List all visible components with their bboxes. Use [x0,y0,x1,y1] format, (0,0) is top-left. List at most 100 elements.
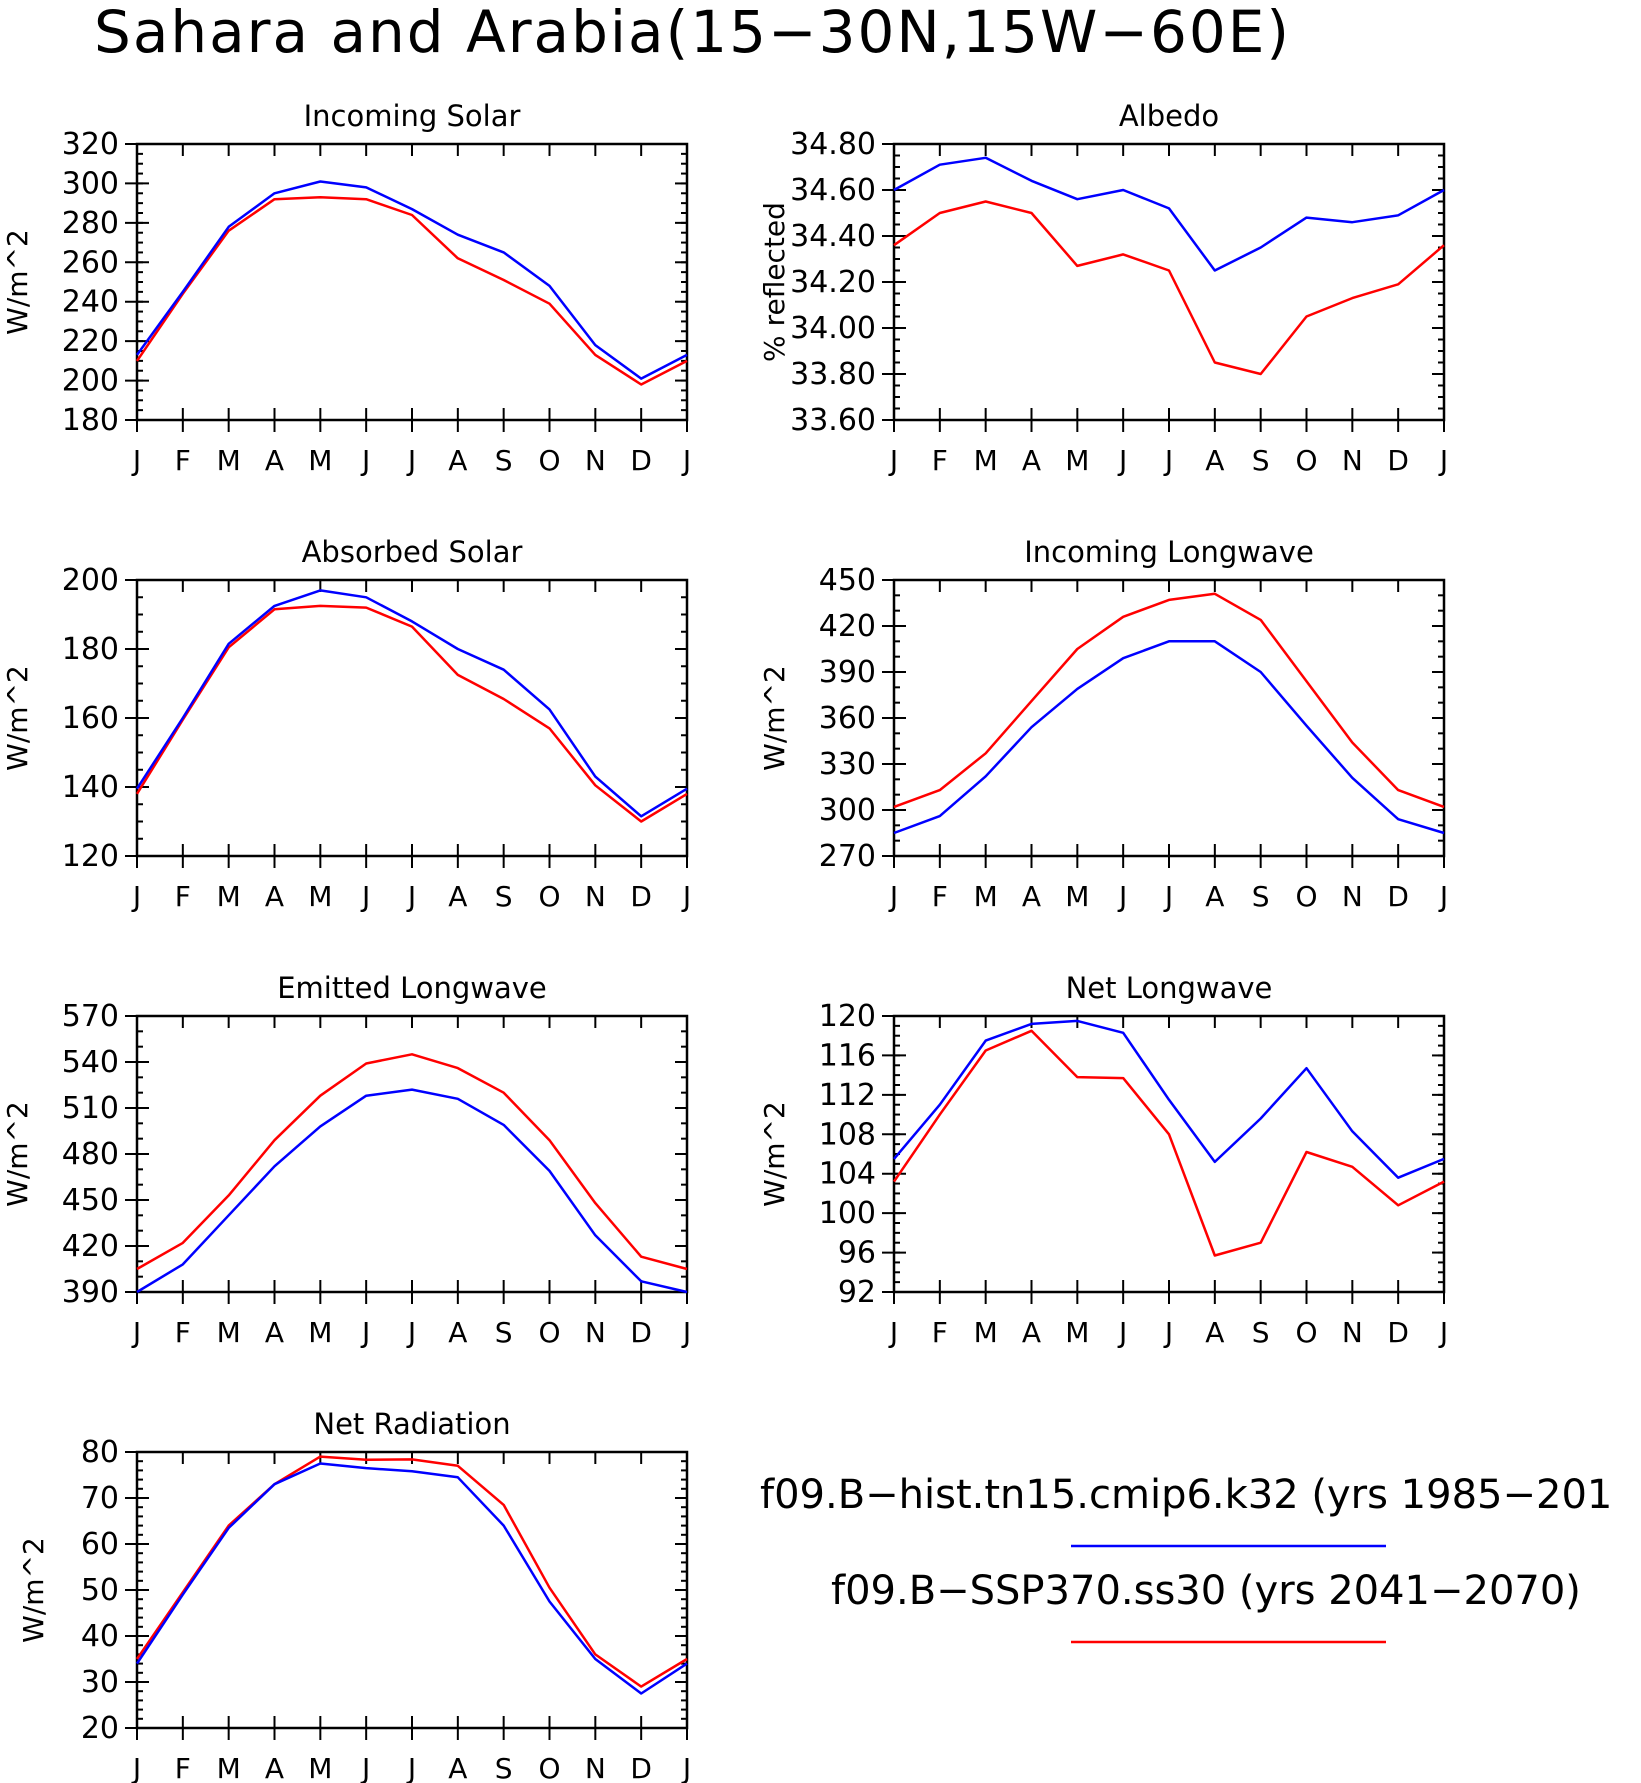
y-tick-label: 270 [819,839,876,874]
series-line-ssp370 [135,195,688,386]
x-tick-label: M [974,444,998,477]
y-tick-label: 510 [62,1091,119,1126]
y-axis-label: W/m^2 [17,1537,50,1643]
plot-frame [892,1014,1446,1294]
y-tick-label: 30 [81,1665,119,1700]
x-tick-label: M [308,880,332,913]
x-tick-label: A [1022,1316,1041,1349]
x-tick-label: J [681,1316,691,1349]
y-tick-label: 120 [62,839,119,874]
series-line-ssp370 [892,1029,1445,1257]
x-tick-label: A [448,444,467,477]
y-tick-label: 420 [62,1229,119,1264]
y-axis-label: W/m^2 [1,229,34,335]
y-tick-label: 200 [62,364,119,399]
y-tick-label: 34.00 [790,311,876,346]
y-tick-label: 220 [62,324,119,359]
x-tick-label: O [538,1752,560,1783]
x-tick-label: S [1252,880,1270,913]
y-tick-label: 360 [819,701,876,736]
series-line-historical [136,1088,688,1294]
x-tick-label: J [131,880,141,913]
series-line-historical [135,180,688,380]
chart-title: Incoming Longwave [1024,535,1314,569]
x-tick-label: F [932,1316,948,1349]
plot-frame [135,1450,689,1730]
y-tick-label: 420 [819,609,876,644]
y-tick-label: 390 [819,655,876,690]
chart-panel-5: J F M A M J J A S O N D J390420450480510540570Emitte… [1,971,691,1349]
x-tick-label: J [681,444,691,477]
x-tick-label: A [448,1752,467,1783]
plot-frame [892,578,1446,858]
x-tick-label: J [888,1316,898,1349]
y-tick-label: 34.20 [790,265,876,300]
chart-panel-1: J F M A M J J A S O N D J180200220240260280300320Inc… [1,99,691,477]
x-tick-label: A [1205,880,1224,913]
x-tick-label: M [308,444,332,477]
x-tick-label: J [681,880,691,913]
y-tick-label: 96 [838,1236,876,1271]
x-tick-label: A [265,1752,284,1783]
y-tick-label: 300 [819,793,876,828]
x-tick-label: J [406,880,416,913]
series-line-ssp370 [136,1053,688,1271]
y-tick-label: 80 [81,1435,119,1470]
legend: f09.B−hist.tn15.cmip6.k32 (yrs 1985−201 … [760,1472,1612,1644]
y-tick-label: 34.80 [790,127,876,162]
y-tick-label: 450 [62,1183,119,1218]
x-tick-label: D [630,880,652,913]
x-tick-label: O [1295,1316,1317,1349]
y-axis-label: W/m^2 [758,1101,791,1207]
chart-title: Incoming Solar [304,99,521,133]
x-tick-label: N [585,1316,606,1349]
x-tick-label: A [265,880,284,913]
x-tick-label: M [308,1316,332,1349]
x-tick-label: J [681,1752,691,1783]
y-tick-label: 40 [81,1619,119,1654]
chart-title: Albedo [1119,99,1219,133]
y-tick-label: 33.80 [790,357,876,392]
y-tick-label: 120 [819,999,876,1034]
y-tick-label: 240 [62,285,119,320]
x-tick-label: N [1342,444,1363,477]
series-line-ssp370 [135,604,688,823]
series-line-historical [893,1019,1445,1179]
x-tick-label: J [406,1752,416,1783]
series-line-ssp370 [893,200,1445,376]
y-tick-label: 300 [62,166,119,201]
y-tick-label: 70 [81,1481,119,1516]
x-tick-label: A [448,880,467,913]
x-tick-label: O [538,1316,560,1349]
x-tick-label: N [585,1752,606,1783]
x-tick-label: J [131,444,141,477]
x-tick-label: J [131,1752,141,1783]
x-tick-label: M [217,444,241,477]
series-line-historical [893,640,1445,835]
x-tick-label: J [360,1316,370,1349]
y-tick-label: 50 [81,1573,119,1608]
plot-frame [135,142,689,422]
y-tick-label: 34.60 [790,173,876,208]
plot-frame [892,142,1446,422]
series-line-historical [135,1462,688,1695]
y-tick-label: 34.40 [790,219,876,254]
y-tick-label: 480 [62,1137,119,1172]
x-tick-label: J [888,444,898,477]
x-tick-label: S [1252,1316,1270,1349]
x-tick-label: D [630,1752,652,1783]
x-tick-label: J [360,880,370,913]
y-tick-label: 390 [62,1275,119,1310]
x-tick-label: S [495,880,513,913]
x-tick-label: M [217,1316,241,1349]
x-tick-label: S [1252,444,1270,477]
chart-panel-2: J F M A M J J A S O N D J33.6033.8034.0034.2034.4034… [758,99,1448,477]
x-tick-label: J [1438,880,1448,913]
x-tick-label: J [1117,444,1127,477]
y-tick-label: 280 [62,206,119,241]
x-tick-label: A [1022,444,1041,477]
x-tick-label: F [175,444,191,477]
